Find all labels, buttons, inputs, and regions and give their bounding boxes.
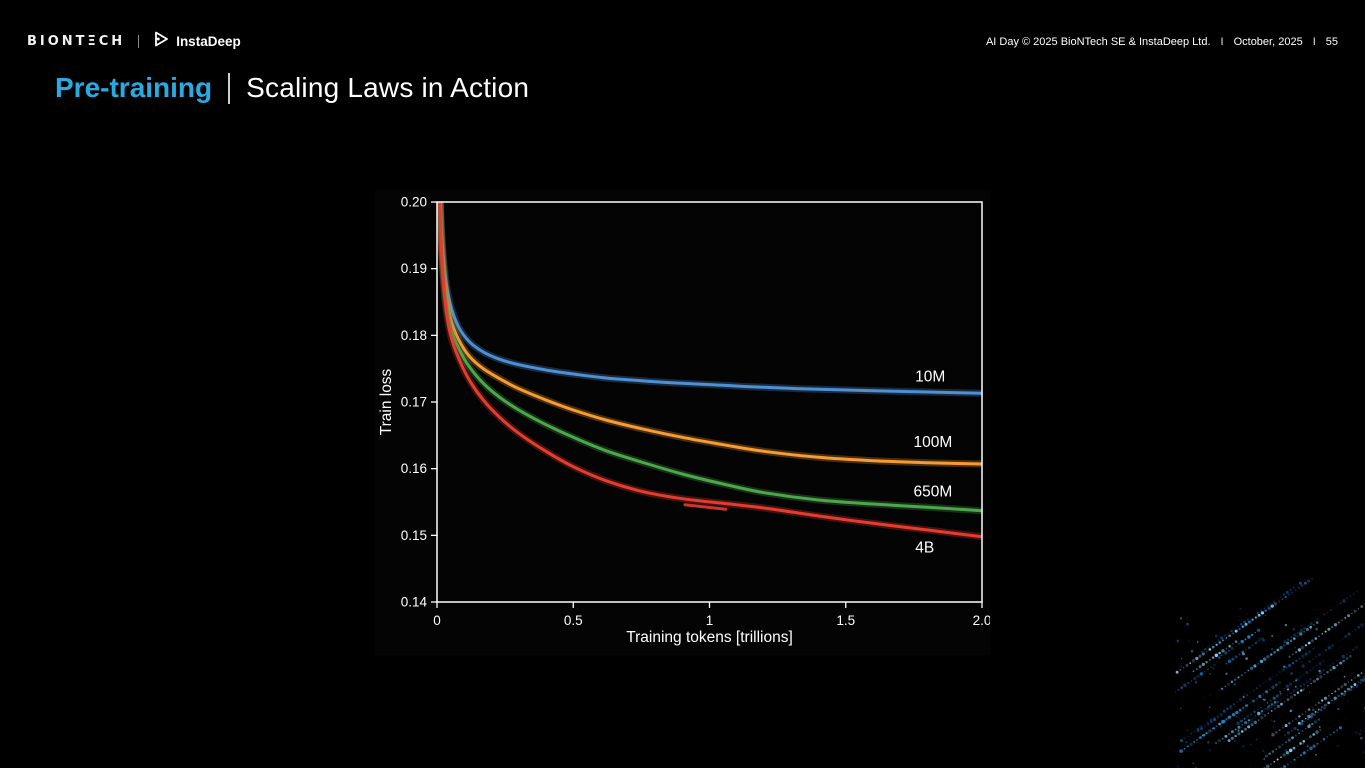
biontech-logo: BIONTΞCH [27,34,126,49]
title-section-label: Pre-training [55,72,213,103]
meta-separator: I [1312,35,1316,48]
slide-header: BIONTΞCH InstaDeep AI Day © 2025 BioNTec… [27,30,1338,53]
svg-text:0.5: 0.5 [564,613,583,628]
svg-text:10M: 10M [915,369,945,386]
meta-date: October, 2025 [1233,35,1303,48]
instadeep-logo-text: InstaDeep [176,34,241,49]
svg-text:0.14: 0.14 [401,595,428,610]
svg-text:Train loss: Train loss [378,368,395,435]
meta-separator: I [1220,35,1224,48]
title-text: Scaling Laws in Action [246,72,530,103]
svg-text:0.17: 0.17 [401,395,427,410]
slide-title: Pre-training Scaling Laws in Action [55,72,529,104]
svg-text:0.16: 0.16 [401,461,427,476]
particle-network-graphic [1175,578,1365,768]
instadeep-play-icon [152,30,170,53]
scaling-laws-chart: 0 0.5 1 1.5 2.0 0.14 0.15 0.16 0.17 0.18 0.19 0.20 1… [375,190,990,655]
meta-page-number: 55 [1325,35,1338,48]
svg-text:650M: 650M [914,483,953,500]
title-divider [228,72,231,104]
svg-text:2.0: 2.0 [973,613,990,628]
slide-meta: AI Day © 2025 BioNTech SE & InstaDeep Lt… [986,36,1338,48]
svg-text:0.20: 0.20 [401,195,427,210]
svg-text:0.18: 0.18 [401,328,427,343]
svg-text:Training tokens [trillions]: Training tokens [trillions] [626,629,793,646]
svg-text:0: 0 [433,613,441,628]
svg-text:1: 1 [706,613,714,628]
logo-group: BIONTΞCH InstaDeep [27,30,241,53]
instadeep-logo: InstaDeep [152,30,241,53]
svg-text:0.15: 0.15 [401,528,427,543]
svg-text:4B: 4B [915,539,934,556]
meta-copyright: AI Day © 2025 BioNTech SE & InstaDeep Lt… [985,35,1211,48]
logo-separator [138,35,140,48]
svg-text:1.5: 1.5 [836,613,855,628]
particle-decoration-corner [1175,578,1365,768]
svg-text:100M: 100M [914,434,953,451]
train-loss-plot: 0 0.5 1 1.5 2.0 0.14 0.15 0.16 0.17 0.18 0.19 0.20 1… [378,195,990,647]
svg-text:0.19: 0.19 [401,261,427,276]
